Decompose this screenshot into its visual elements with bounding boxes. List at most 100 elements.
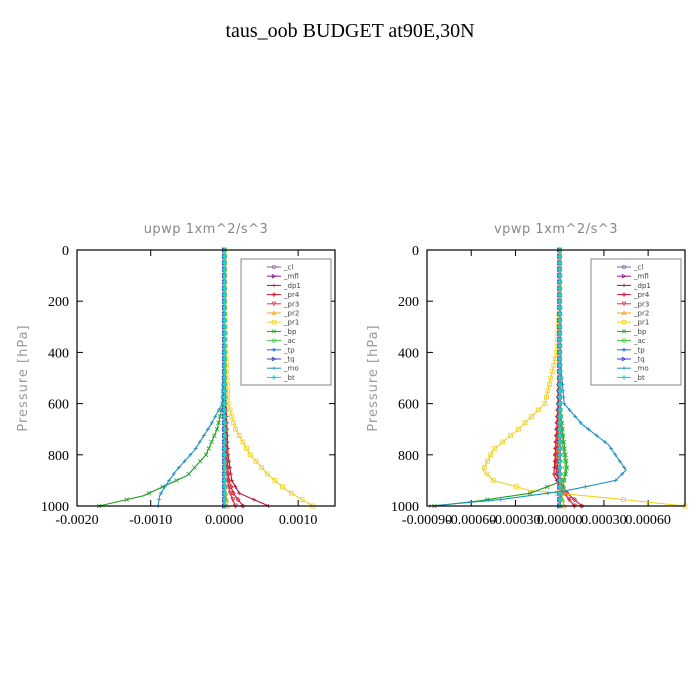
data-point [251, 497, 256, 502]
data-point [124, 497, 130, 502]
x-tick-label: -0.00090 [402, 513, 452, 528]
data-point [244, 446, 249, 451]
plot-frame [76, 249, 336, 507]
data-point [561, 452, 567, 458]
legend-marker [621, 310, 627, 316]
legend-item: _bt [267, 374, 295, 382]
data-point [557, 381, 563, 387]
data-point [508, 433, 513, 438]
data-point [516, 426, 521, 432]
data-point [542, 401, 548, 406]
legend-item: _bp [617, 328, 647, 336]
data-point [209, 439, 214, 445]
data-point [221, 407, 227, 413]
y-tick-label: 400 [48, 346, 69, 361]
legend-marker [621, 356, 627, 362]
legend-label: _pr1 [633, 319, 649, 327]
x-tick-label: 0.00030 [581, 513, 627, 528]
y-tick-label: 0 [62, 244, 69, 259]
data-point [527, 490, 533, 496]
series-line [157, 250, 225, 507]
legend-marker [271, 356, 277, 362]
legend-marker [271, 310, 277, 316]
legend-marker [271, 292, 277, 297]
legend-marker [622, 283, 626, 288]
data-point [562, 471, 568, 477]
data-point [557, 311, 563, 317]
legend-marker [271, 301, 277, 307]
data-point [237, 491, 242, 496]
legend-item: _bp [267, 328, 297, 336]
data-point [488, 452, 494, 458]
data-point [557, 369, 563, 375]
upwp-chart: upwp 1xm^2/s^3 Pressure [hPa] -0.0020 -0.00… [16, 222, 336, 528]
data-point [240, 439, 246, 445]
data-point [522, 420, 528, 426]
data-point [231, 420, 237, 426]
data-point [310, 503, 316, 509]
legend-label: _bp [633, 328, 647, 336]
data-point [228, 484, 234, 490]
data-point [546, 491, 551, 496]
data-point [221, 471, 227, 477]
legend-box [240, 258, 332, 386]
data-point [557, 388, 563, 394]
data-point [557, 497, 563, 503]
data-point [221, 490, 227, 496]
data-point [490, 478, 496, 483]
legend-marker [621, 338, 627, 343]
data-point [557, 420, 563, 426]
data-point [235, 497, 241, 503]
chart-title: upwp 1xm^2/s^3 [144, 222, 269, 237]
data-point [484, 471, 490, 477]
legend-item: _pr3 [617, 300, 649, 308]
legend-label: _dp1 [283, 282, 301, 290]
data-point [221, 477, 227, 483]
data-point [221, 497, 227, 503]
legend-label: _pr4 [633, 291, 650, 299]
data-point [500, 439, 506, 445]
series-line [434, 250, 568, 507]
data-point [562, 458, 568, 464]
data-point [221, 285, 227, 291]
data-point [221, 298, 227, 304]
legend-marker [622, 348, 626, 352]
x-tick-label: -0.00060 [446, 513, 496, 528]
legend-item: _mo [267, 365, 299, 373]
data-point [247, 452, 253, 458]
data-point [159, 491, 164, 496]
legend-marker [271, 338, 277, 343]
data-point [557, 298, 563, 304]
data-point [203, 452, 209, 458]
legend-marker [621, 375, 627, 380]
legend-marker [621, 320, 627, 325]
data-point [557, 266, 563, 272]
data-point [557, 484, 563, 490]
legend-item: _bt [617, 374, 645, 382]
data-point [221, 394, 227, 400]
data-point [557, 285, 563, 291]
legend-marker [272, 366, 276, 370]
data-point [560, 446, 566, 451]
legend-label: _pr3 [283, 300, 299, 308]
y-tick-label: 1000 [41, 500, 69, 515]
legend-marker [621, 273, 627, 279]
data-point [622, 465, 627, 470]
legend-label: _mfl [283, 273, 299, 281]
y-axis-label: Pressure [hPa] [366, 324, 381, 431]
data-point [682, 503, 688, 509]
data-point [535, 407, 541, 413]
data-point [594, 433, 599, 438]
data-point [513, 484, 519, 490]
data-point [557, 375, 563, 381]
data-point [557, 433, 563, 439]
data-point [621, 497, 626, 502]
legend-marker [272, 283, 276, 288]
legend-item: _pr1 [617, 319, 649, 327]
data-point [563, 465, 568, 470]
data-point [557, 253, 563, 259]
data-point [557, 471, 563, 477]
data-point [548, 375, 554, 381]
data-point [551, 472, 556, 476]
data-point [209, 420, 214, 425]
